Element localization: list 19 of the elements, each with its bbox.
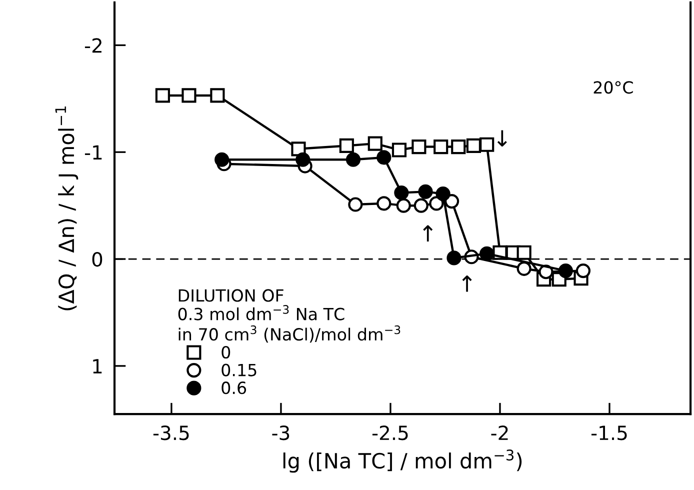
annotation: ↓ xyxy=(497,130,507,147)
x-tick-label: -3.5 xyxy=(153,426,189,440)
annotation: ↑ xyxy=(423,225,433,242)
annotation: ↑ xyxy=(462,275,472,292)
legend-label: 0.6 xyxy=(222,382,246,394)
y-tick-label: -2 xyxy=(84,38,102,53)
annotation: 20°C xyxy=(594,81,633,94)
text: DILUTION OF 0.3 mol dm$^{−3}$ Na TC in 70 cm$^{3}$ (NaCl)/mol dm$^{−3}$ xyxy=(178,289,400,343)
y-axis-title: (ΔQ / Δn) / k J mol$^{−1}$ xyxy=(55,106,78,310)
legend-label: 0.15 xyxy=(222,364,256,376)
x-tick-label: -1.5 xyxy=(591,426,627,440)
legend-label: 0 xyxy=(222,346,230,359)
y-tick-label: -1 xyxy=(84,145,102,160)
x-axis-title: lg ([Na TC] / mol dm$^{−3}$) xyxy=(283,450,522,473)
y-tick-label: 1 xyxy=(93,359,102,374)
x-tick-label: -2.5 xyxy=(372,426,408,440)
y-tick-label: 0 xyxy=(92,252,102,267)
x-tick-label: -3 xyxy=(272,426,290,440)
x-tick-label: -2 xyxy=(491,426,508,440)
